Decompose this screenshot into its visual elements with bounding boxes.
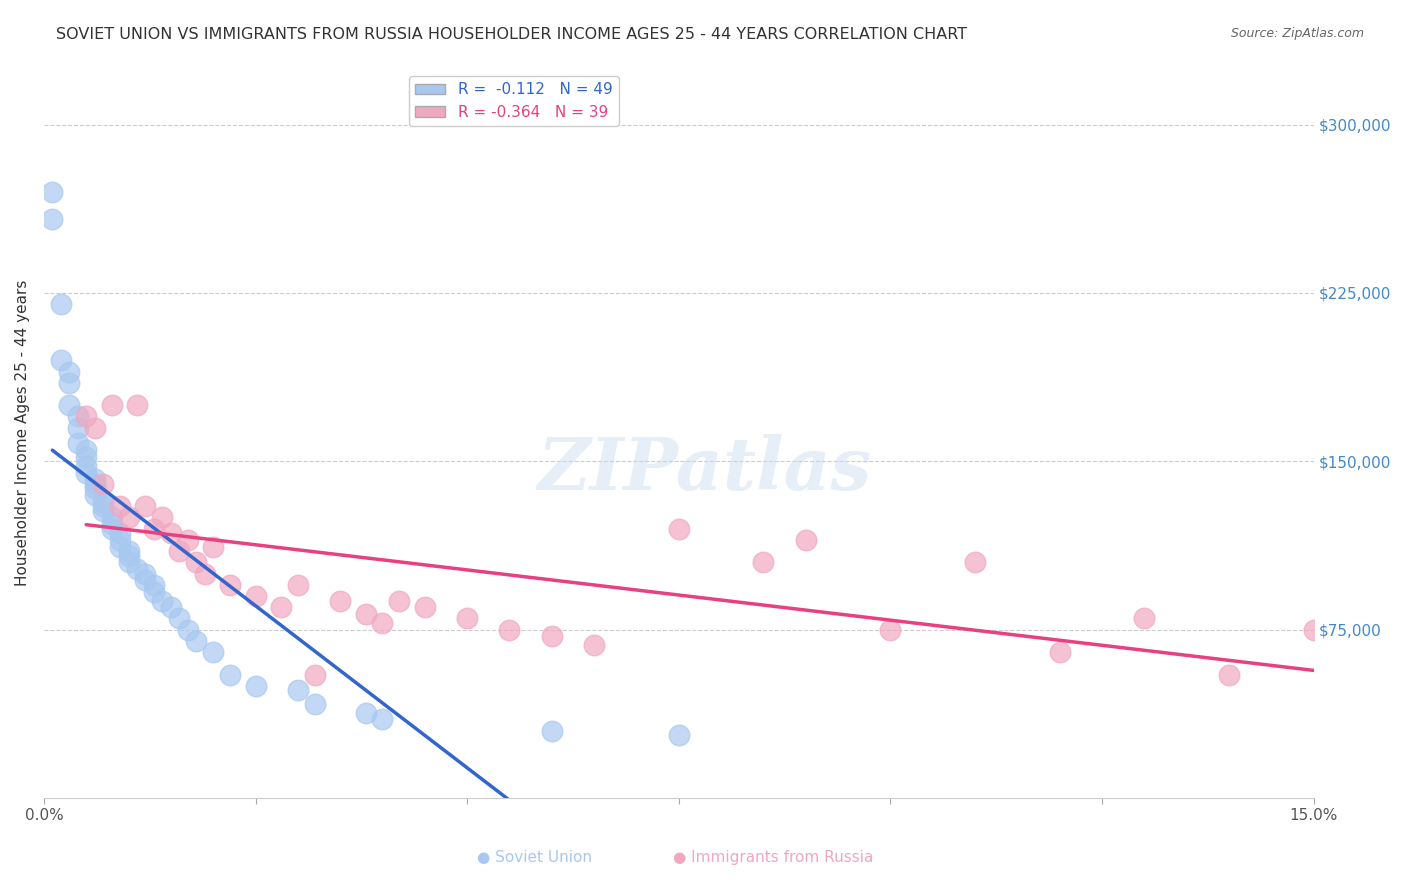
Point (91, 500, 114, 514)
Point (1302, 623, 1324, 637)
Point (152, 593, 174, 607)
Point (58, 376, 80, 390)
Point (100, 398, 122, 412)
Y-axis label: Householder Income Ages 25 - 44 years: Householder Income Ages 25 - 44 years (15, 280, 30, 586)
Point (117, 549, 139, 563)
Point (75, 409, 97, 424)
Point (413, 600, 436, 615)
Point (169, 611, 191, 625)
Point (219, 667, 242, 681)
Point (371, 615, 394, 630)
Point (125, 562, 148, 576)
Point (194, 566, 217, 581)
Point (100, 522, 122, 536)
Point (160, 526, 183, 541)
Point (668, 728, 690, 742)
Text: ZIPatlas: ZIPatlas (537, 434, 872, 505)
Point (177, 533, 200, 547)
Point (177, 623, 200, 637)
Point (1049, 645, 1071, 659)
Point (186, 634, 208, 648)
Point (245, 589, 267, 603)
Point (287, 578, 309, 592)
Text: SOVIET UNION VS IMMIGRANTS FROM RUSSIA HOUSEHOLDER INCOME AGES 25 - 44 YEARS COR: SOVIET UNION VS IMMIGRANTS FROM RUSSIA H… (56, 27, 967, 42)
Point (186, 555, 208, 569)
Point (160, 600, 183, 615)
Point (117, 510, 139, 524)
Point (142, 578, 165, 592)
Point (134, 566, 156, 581)
Point (91, 476, 114, 491)
Point (371, 713, 394, 727)
Point (66, 420, 89, 434)
Point (304, 667, 326, 681)
Point (41, 185, 63, 199)
Text: Source: ZipAtlas.com: Source: ZipAtlas.com (1230, 27, 1364, 40)
Point (963, 555, 986, 569)
Point (117, 555, 139, 569)
Point (75, 466, 97, 480)
Point (83, 481, 105, 495)
Point (83, 472, 105, 486)
Point (108, 540, 131, 554)
Point (583, 639, 606, 653)
Point (879, 623, 901, 637)
Point (540, 723, 562, 738)
Point (125, 398, 148, 412)
Point (668, 522, 690, 536)
Point (329, 593, 352, 607)
Point (142, 584, 165, 599)
Point (498, 623, 520, 637)
Point (456, 611, 478, 625)
Point (83, 476, 105, 491)
Text: ● Soviet Union: ● Soviet Union (477, 850, 592, 865)
Point (75, 450, 97, 464)
Point (752, 555, 775, 569)
Point (287, 683, 309, 698)
Point (66, 436, 89, 450)
Point (388, 593, 411, 607)
Point (100, 517, 122, 532)
Point (58, 365, 80, 379)
Point (83, 420, 105, 434)
Point (108, 500, 131, 514)
Point (75, 443, 97, 458)
Point (66, 409, 89, 424)
Point (134, 574, 156, 588)
Point (108, 526, 131, 541)
Text: ● Immigrants from Russia: ● Immigrants from Russia (673, 850, 873, 865)
Point (41, 211, 63, 226)
Point (49, 353, 72, 368)
Point (134, 500, 156, 514)
Point (540, 629, 562, 643)
Point (58, 398, 80, 412)
Point (108, 533, 131, 547)
Point (49, 297, 72, 311)
Point (152, 510, 174, 524)
Point (202, 540, 225, 554)
Point (142, 522, 165, 536)
Legend: R =  -0.112   N = 49, R = -0.364   N = 39: R = -0.112 N = 49, R = -0.364 N = 39 (409, 76, 619, 126)
Point (270, 600, 292, 615)
Point (100, 510, 122, 524)
Point (304, 697, 326, 711)
Point (1218, 667, 1240, 681)
Point (1133, 611, 1156, 625)
Point (91, 504, 114, 518)
Point (202, 645, 225, 659)
Point (219, 578, 242, 592)
Point (245, 679, 267, 693)
Point (169, 544, 191, 558)
Point (354, 706, 377, 720)
Point (83, 488, 105, 502)
Point (75, 458, 97, 473)
Point (354, 607, 377, 621)
Point (794, 533, 817, 547)
Point (117, 544, 139, 558)
Point (91, 495, 114, 509)
